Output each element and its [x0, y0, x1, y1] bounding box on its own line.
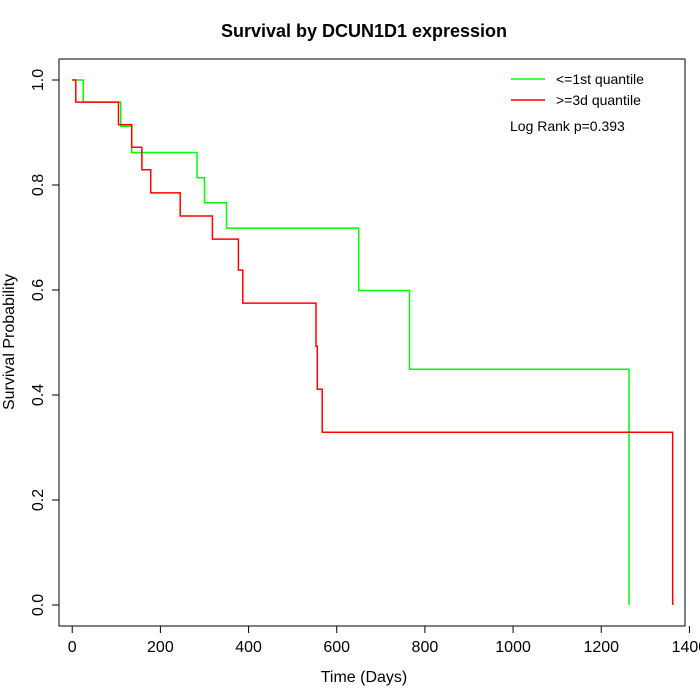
x-axis-label: Time (Days): [321, 669, 408, 686]
chart-title: Survival by DCUN1D1 expression: [221, 21, 507, 41]
x-tick-label: 200: [147, 639, 174, 656]
x-tick-label: 400: [235, 639, 262, 656]
plot-frame: [58, 58, 686, 627]
x-tick-label: 1000: [495, 639, 531, 656]
y-tick-label: 1.0: [30, 69, 47, 91]
y-tick-label: 0.6: [30, 279, 47, 301]
y-tick-label: 0.0: [30, 594, 47, 616]
x-tick-label: 800: [412, 639, 439, 656]
x-tick-label: 600: [323, 639, 350, 656]
series-layer: [72, 79, 674, 605]
legend-entry: <=1st quantile: [556, 71, 644, 87]
x-tick-label: 0: [68, 639, 77, 656]
legend-entry: >=3d quantile: [556, 92, 641, 108]
survival-curve-2: [72, 79, 674, 605]
x-tick-label: 1200: [583, 639, 619, 656]
y-tick-label: 0.2: [30, 489, 47, 511]
log-rank-annotation: Log Rank p=0.393: [510, 118, 625, 134]
y-axis-label: Survival Probability: [1, 274, 18, 410]
y-tick-label: 0.4: [30, 384, 47, 406]
legend: <=1st quantile >=3d quantile: [511, 71, 644, 108]
y-axis: 0.0 0.2 0.4 0.6 0.8 1.0: [30, 69, 59, 616]
y-tick-label: 0.8: [30, 174, 47, 196]
survival-curve-1: [72, 79, 630, 605]
